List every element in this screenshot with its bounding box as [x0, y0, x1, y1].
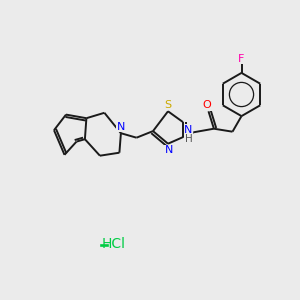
Text: H: H [184, 134, 192, 144]
Text: O: O [202, 100, 211, 110]
Text: N: N [165, 145, 173, 155]
Text: N: N [117, 122, 125, 132]
Text: F: F [238, 53, 245, 64]
Text: HCl: HCl [102, 238, 126, 251]
Text: N: N [184, 125, 193, 135]
Text: S: S [164, 100, 172, 110]
